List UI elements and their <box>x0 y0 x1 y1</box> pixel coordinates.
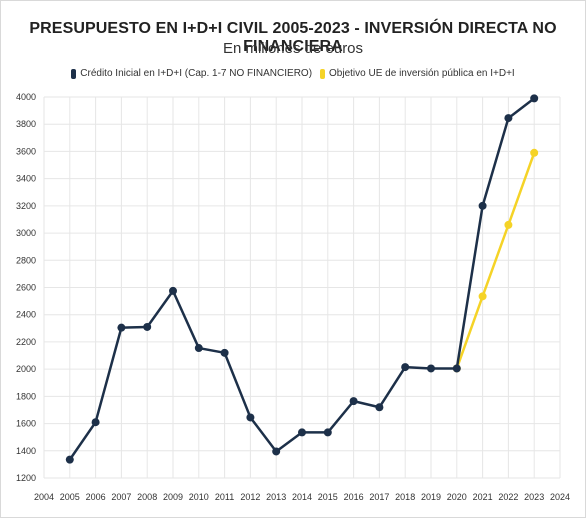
series-0-point-2021 <box>478 201 487 210</box>
y-tick-label-1200: 1200 <box>16 473 36 483</box>
series-0-point-2007 <box>117 323 126 332</box>
series-0-point-2022 <box>504 114 513 123</box>
series-0-point-2023 <box>530 94 539 103</box>
x-tick-label-2005: 2005 <box>60 492 80 502</box>
x-tick-label-2022: 2022 <box>498 492 518 502</box>
x-tick-label-2010: 2010 <box>189 492 209 502</box>
x-tick-label-2006: 2006 <box>86 492 106 502</box>
legend-swatch-credito <box>71 68 77 79</box>
y-tick-label-2000: 2000 <box>16 364 36 374</box>
y-tick-label-2400: 2400 <box>16 310 36 320</box>
series-0-point-2005 <box>65 455 74 464</box>
y-tick-label-3600: 3600 <box>16 146 36 156</box>
y-tick-label-2800: 2800 <box>16 255 36 265</box>
x-tick-label-2015: 2015 <box>318 492 338 502</box>
x-tick-label-2021: 2021 <box>473 492 493 502</box>
series-0-point-2017 <box>375 403 384 412</box>
x-tick-label-2017: 2017 <box>369 492 389 502</box>
x-tick-label-2023: 2023 <box>524 492 544 502</box>
series-0-point-2014 <box>298 428 306 437</box>
y-tick-label-2600: 2600 <box>16 283 36 293</box>
y-tick-label-1600: 1600 <box>16 419 36 429</box>
chart-title: PRESUPUESTO EN I+D+I CIVIL 2005-2023 - I… <box>29 20 557 55</box>
y-tick-label-3200: 3200 <box>16 201 36 211</box>
x-tick-label-2013: 2013 <box>266 492 286 502</box>
series-1-point-2023 <box>530 148 539 157</box>
x-tick-label-2009: 2009 <box>163 492 183 502</box>
x-tick-label-2011: 2011 <box>215 492 234 502</box>
legend-label-credito: Crédito Inicial en I+D+I (Cap. 1-7 NO FI… <box>80 68 313 79</box>
series-0-point-2016 <box>349 397 358 406</box>
legend: Crédito Inicial en I+D+I (Cap. 1-7 NO FI… <box>0 68 586 79</box>
legend-item-objetivo[interactable]: Objetivo UE de inversión pública en I+D+… <box>320 68 515 79</box>
series-0-point-2011 <box>220 348 229 357</box>
y-tick-label-4000: 4000 <box>16 92 36 102</box>
x-tick-label-2019: 2019 <box>421 492 441 502</box>
y-tick-label-1800: 1800 <box>16 391 36 401</box>
x-tick-label-2012: 2012 <box>240 492 260 502</box>
series-0-point-2008 <box>143 322 152 331</box>
legend-item-credito[interactable]: Crédito Inicial en I+D+I (Cap. 1-7 NO FI… <box>71 68 312 79</box>
x-tick-label-2008: 2008 <box>137 492 157 502</box>
y-tick-label-3400: 3400 <box>16 174 36 184</box>
series-0-point-2009 <box>169 286 177 295</box>
x-tick-label-2016: 2016 <box>344 492 364 502</box>
x-tick-label-2020: 2020 <box>447 492 467 502</box>
series-0-point-2019 <box>427 364 435 373</box>
chart-subtitle: En millones de euros <box>222 40 364 57</box>
x-tick-label-2004: 2004 <box>34 492 54 502</box>
x-tick-label-2007: 2007 <box>111 492 131 502</box>
series-1-point-2022 <box>504 220 513 229</box>
x-tick-label-2014: 2014 <box>292 492 312 502</box>
series-0-point-2010 <box>194 344 203 353</box>
series-0-point-2012 <box>246 413 255 422</box>
y-tick-label-2200: 2200 <box>16 337 36 347</box>
x-tick-label-2018: 2018 <box>395 492 415 502</box>
y-tick-label-3800: 3800 <box>16 119 36 129</box>
series-1-point-2021 <box>478 292 487 301</box>
legend-label-objetivo: Objetivo UE de inversión pública en I+D+… <box>329 68 515 79</box>
series-0-point-2020 <box>452 364 461 373</box>
series-0-point-2013 <box>272 447 281 456</box>
x-tick-label-2024: 2024 <box>550 492 570 502</box>
series-0-point-2018 <box>401 363 410 372</box>
series-0-point-2015 <box>323 428 332 437</box>
legend-swatch-objetivo <box>320 68 326 79</box>
series-0-point-2006 <box>91 418 100 427</box>
y-tick-label-3000: 3000 <box>16 228 36 238</box>
y-tick-label-1400: 1400 <box>16 446 36 456</box>
series-line-1 <box>455 152 536 369</box>
